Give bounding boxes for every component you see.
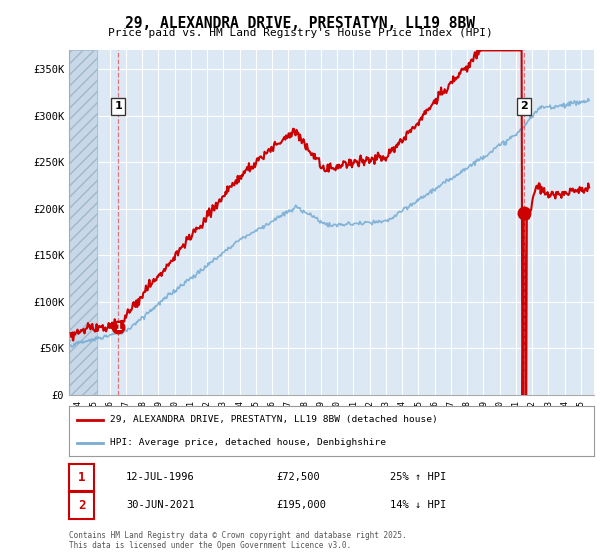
Text: 1: 1 <box>115 101 122 111</box>
Text: 1: 1 <box>78 470 85 484</box>
Text: 12-JUL-1996: 12-JUL-1996 <box>126 472 195 482</box>
Text: 25% ↑ HPI: 25% ↑ HPI <box>390 472 446 482</box>
Text: 29, ALEXANDRA DRIVE, PRESTATYN, LL19 8BW (detached house): 29, ALEXANDRA DRIVE, PRESTATYN, LL19 8BW… <box>110 415 438 424</box>
Text: £195,000: £195,000 <box>276 500 326 510</box>
Text: 29, ALEXANDRA DRIVE, PRESTATYN, LL19 8BW: 29, ALEXANDRA DRIVE, PRESTATYN, LL19 8BW <box>125 16 475 31</box>
Bar <box>69 50 97 395</box>
Text: Price paid vs. HM Land Registry's House Price Index (HPI): Price paid vs. HM Land Registry's House … <box>107 28 493 38</box>
Bar <box>69 50 97 395</box>
Text: 2: 2 <box>520 101 528 111</box>
Text: Contains HM Land Registry data © Crown copyright and database right 2025.
This d: Contains HM Land Registry data © Crown c… <box>69 531 407 550</box>
Text: 1: 1 <box>115 323 121 332</box>
Text: HPI: Average price, detached house, Denbighshire: HPI: Average price, detached house, Denb… <box>110 438 386 447</box>
Text: £72,500: £72,500 <box>276 472 320 482</box>
Text: 30-JUN-2021: 30-JUN-2021 <box>126 500 195 510</box>
Text: 2: 2 <box>78 498 85 512</box>
Text: 14% ↓ HPI: 14% ↓ HPI <box>390 500 446 510</box>
